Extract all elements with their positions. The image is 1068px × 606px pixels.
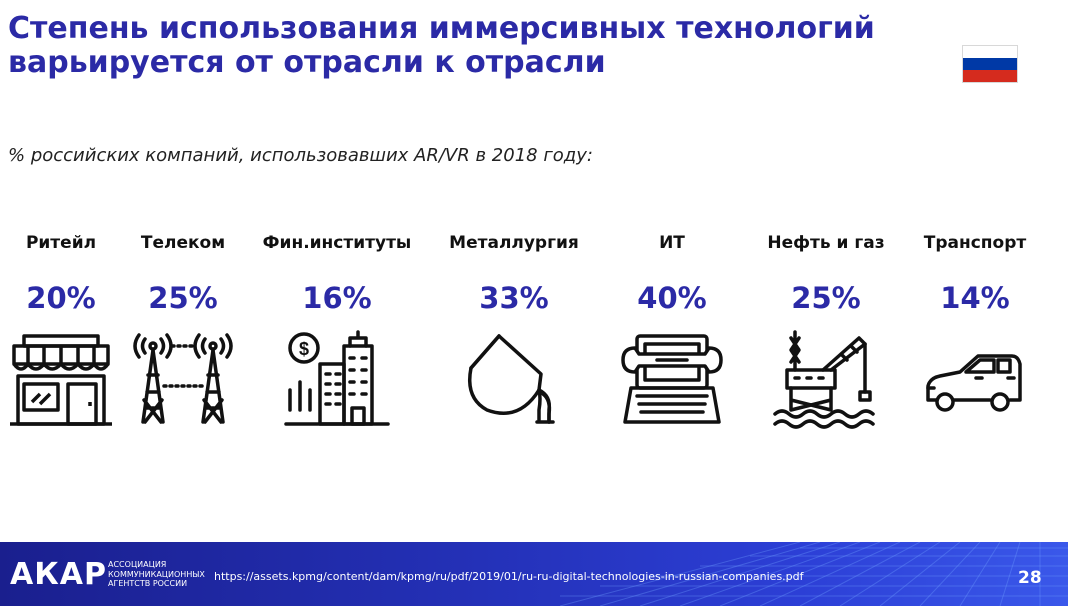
sector-label: Телеком bbox=[140, 233, 226, 253]
sector-transport: Транспорт 14% bbox=[895, 230, 1055, 430]
oil-platform-icon bbox=[771, 330, 881, 430]
sector-metallurgy: Металлургия 33% bbox=[434, 230, 594, 430]
sector-label: Фин.институты bbox=[262, 233, 412, 253]
svg-text:$: $ bbox=[299, 339, 309, 359]
footer-bar bbox=[0, 542, 1068, 606]
sector-value: 33% bbox=[479, 281, 549, 315]
sector-label: ИТ bbox=[659, 233, 685, 253]
finance-buildings-icon: $ bbox=[282, 330, 392, 430]
subtitle: % российских компаний, использовавших AR… bbox=[8, 145, 593, 166]
sector-label: Ритейл bbox=[25, 233, 97, 253]
footer-grid-decoration bbox=[559, 542, 1068, 606]
sector-value: 16% bbox=[302, 281, 372, 315]
page-title: Степень использования иммерсивных технол… bbox=[8, 12, 875, 80]
car-icon bbox=[920, 330, 1030, 430]
sector-value: 25% bbox=[791, 281, 861, 315]
logo-sub-line: КОММУНИКАЦИОННЫХ bbox=[108, 569, 205, 579]
sector-label: Нефть и газ bbox=[767, 233, 885, 253]
storefront-icon bbox=[6, 330, 116, 430]
sector-finance: Фин.институты 16% $ bbox=[257, 230, 417, 430]
laptop-wrench-icon bbox=[617, 330, 727, 430]
sector-value: 40% bbox=[637, 281, 707, 315]
sector-value: 20% bbox=[26, 281, 96, 315]
ladle-pouring-icon bbox=[459, 330, 569, 430]
sector-label: Транспорт bbox=[923, 233, 1027, 253]
telecom-towers-icon bbox=[128, 330, 238, 430]
title-line-2: варьируется от отрасли к отрасли bbox=[8, 45, 606, 80]
logo-sub-line: АГЕНТСТВ РОССИИ bbox=[108, 579, 188, 588]
sector-retail: Ритейл 20% bbox=[0, 230, 141, 430]
akar-logo: АКАР bbox=[10, 557, 107, 592]
sector-it: ИТ 40% bbox=[592, 230, 752, 430]
sector-telecom: Телеком 25% bbox=[103, 230, 263, 430]
sector-value: 14% bbox=[940, 281, 1010, 315]
sector-value: 25% bbox=[148, 281, 218, 315]
logo-sub-line: АССОЦИАЦИЯ bbox=[108, 560, 167, 569]
page-number: 28 bbox=[1018, 568, 1042, 588]
logo-subtitle: АССОЦИАЦИЯ КОММУНИКАЦИОННЫХ АГЕНТСТВ РОС… bbox=[108, 560, 205, 589]
title-line-1: Степень использования иммерсивных технол… bbox=[8, 11, 875, 46]
sector-oil-gas: Нефть и газ 25% bbox=[746, 230, 906, 430]
source-link[interactable]: https://assets.kpmg/content/dam/kpmg/ru/… bbox=[214, 570, 804, 583]
russia-flag-icon bbox=[962, 45, 1018, 83]
sector-label: Металлургия bbox=[449, 233, 579, 253]
